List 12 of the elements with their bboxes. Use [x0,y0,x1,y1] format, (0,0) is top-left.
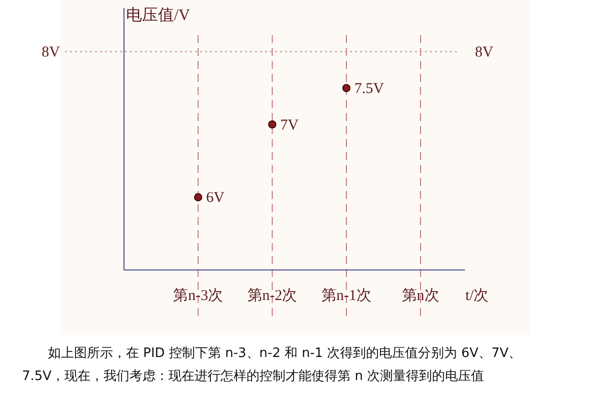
data-label: 6V [206,190,225,206]
x-tick-label: 第n-2次 [247,287,298,304]
y-axis-title: 电压值/V [126,6,190,24]
x-tick-label: 第n次 [402,287,440,304]
x-axis-title: t/次 [465,288,489,304]
text: 8V [475,44,494,61]
ref-line-label: 8V [42,44,60,61]
x-tick-label: 第n-1次 [321,287,372,304]
data-label: 7V [280,117,299,134]
data-label: 7.5V [354,81,384,98]
x-tick-label: 第n-3次 [173,287,224,304]
text: 如上图所示，在 PID 控制下第 n-3、n-2 和 n-1 次得到的电压值分别为 6V、7V、7.5V，现在，我们考虑：现在进行怎样的控制才能使得第 n 次测量得到的电压值 [22,345,523,386]
